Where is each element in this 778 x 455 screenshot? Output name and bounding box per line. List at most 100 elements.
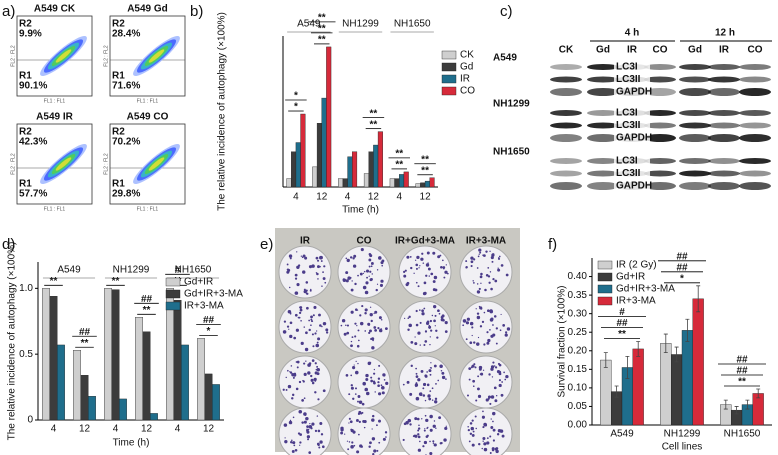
colony [299,308,303,312]
band [644,134,676,142]
bar [394,178,400,188]
bar [363,173,369,188]
colony [431,399,434,401]
colony [356,344,360,348]
colony [442,259,444,262]
y-tick-label: 0.30 [568,308,588,319]
colony [311,333,314,336]
colony [357,274,359,277]
colony [465,260,468,263]
y-tick-label: 0.15 [568,364,588,375]
legend-swatch [597,260,613,270]
colony [289,371,291,373]
bar [342,178,348,188]
colony [417,429,420,432]
gate-label: R1 [19,179,32,190]
band [644,64,676,70]
band [708,64,740,70]
colony [288,286,291,289]
colony [359,321,364,326]
plate [337,300,391,354]
bar [660,343,672,426]
bar [57,344,65,421]
colony [484,288,487,292]
colony [374,328,378,332]
band [708,158,740,164]
colony [288,328,290,330]
colony [380,327,382,330]
bar [415,183,421,188]
colony [466,317,470,321]
colony [499,329,502,332]
colony [354,322,357,325]
colony [409,256,412,258]
sig-label: ** [370,119,378,130]
colony [317,337,321,341]
colony [427,267,431,271]
gate-label: R1 [112,179,125,190]
colony [364,387,369,392]
colony [506,327,511,331]
colony [433,275,438,280]
colony [376,269,379,271]
colony [429,373,432,376]
colony [465,321,470,325]
colony [369,254,373,258]
colony [428,326,432,329]
label-bg [614,120,650,131]
legend-swatch [441,62,457,72]
colony [414,342,418,346]
colony [347,448,350,451]
colony [495,342,498,345]
bar [326,46,332,188]
gate-value: 71.6% [112,81,140,92]
x-tick-label: 4 [345,192,351,203]
colony [471,433,475,437]
colony [310,427,313,430]
legend-label: Gd+IR+3-MA [616,284,675,295]
colony [505,273,509,277]
colony [478,442,481,446]
legend-swatch [441,50,457,60]
colony [403,422,407,426]
sig-label: ** [618,329,626,340]
colony [299,444,301,446]
colony [486,331,489,334]
colony [417,378,421,382]
plot-title: A549 IR [36,112,73,123]
label-bg [614,74,650,85]
error-bar [685,318,690,342]
label-bg [614,108,650,118]
bar [403,171,409,188]
colony [415,309,418,313]
colony [368,331,371,335]
band [739,88,771,96]
colony [476,283,479,285]
bar [368,151,374,188]
sig-label: ## [736,355,748,366]
band [739,76,771,83]
colony [289,334,293,339]
colony [299,306,303,309]
colony [352,257,355,260]
colony [314,371,318,375]
x-tick-label: 12 [368,192,380,203]
colony [476,315,481,320]
colony [424,340,428,343]
colony [296,366,299,369]
cell-cloud [148,157,165,171]
colony [322,321,327,326]
lane-label: Gd [688,45,702,56]
plate-label: IR [300,236,311,247]
colony [403,270,406,274]
colony [309,289,312,292]
colony [425,263,430,267]
band [587,76,619,83]
colony [385,381,389,385]
colony [302,379,304,382]
colony [288,420,293,425]
y-tick-label: 1.0 [19,283,33,294]
axis-label: FL2 : FL2 [10,153,16,175]
sig-label: ## [141,294,153,305]
error-bar [636,341,641,357]
